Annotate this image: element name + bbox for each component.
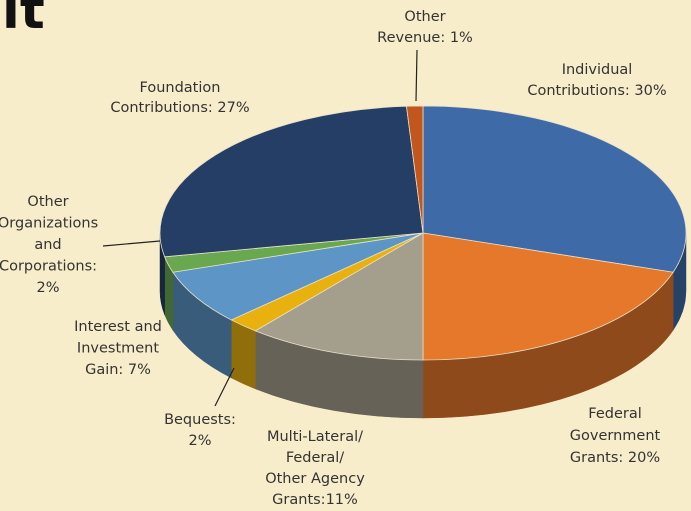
slice-label: Other (404, 9, 445, 25)
slice-label: Contributions: 30% (527, 83, 666, 99)
slice (406, 105, 424, 234)
slice-label: 2% (36, 280, 59, 296)
slice-label: 2% (188, 433, 211, 449)
slice-side (231, 319, 256, 390)
slice-label: Grants:11% (272, 492, 358, 508)
slice-label: Investment (77, 341, 159, 357)
slice (422, 105, 687, 273)
slice-label: Gain: 7% (85, 362, 151, 378)
slice-label: Multi-Lateral/ (267, 429, 363, 445)
slice (254, 232, 424, 361)
slice-label: Federal (588, 406, 641, 422)
slice-label: Foundation (140, 80, 221, 96)
slice-label: Bequests: (164, 412, 236, 428)
slice-label: Corporations: (0, 259, 97, 275)
slice (422, 232, 674, 361)
slice-label: Other (27, 194, 68, 210)
labels: Individual Contributions: 30% Federal Gover… (0, 9, 667, 508)
slice-label: and (34, 237, 61, 253)
heading-fragment: it (2, 0, 45, 41)
slice-label: Federal/ (286, 450, 344, 466)
leader-line (214, 367, 235, 407)
slice-label: Individual (562, 62, 633, 78)
slice-label: Contributions: 27% (110, 100, 249, 116)
slice (172, 232, 424, 321)
slice-label: Other Agency (265, 471, 365, 487)
leader-line (102, 240, 161, 247)
slice (159, 105, 424, 258)
slice-label: Government (570, 428, 661, 444)
pie-tops (159, 105, 687, 361)
leader-line (415, 49, 418, 102)
slice-label: Grants: 20% (570, 450, 660, 466)
slice-label: Organizations (0, 216, 98, 232)
slice-label: Revenue: 1% (377, 30, 473, 46)
slice-label: Interest and (74, 319, 162, 335)
